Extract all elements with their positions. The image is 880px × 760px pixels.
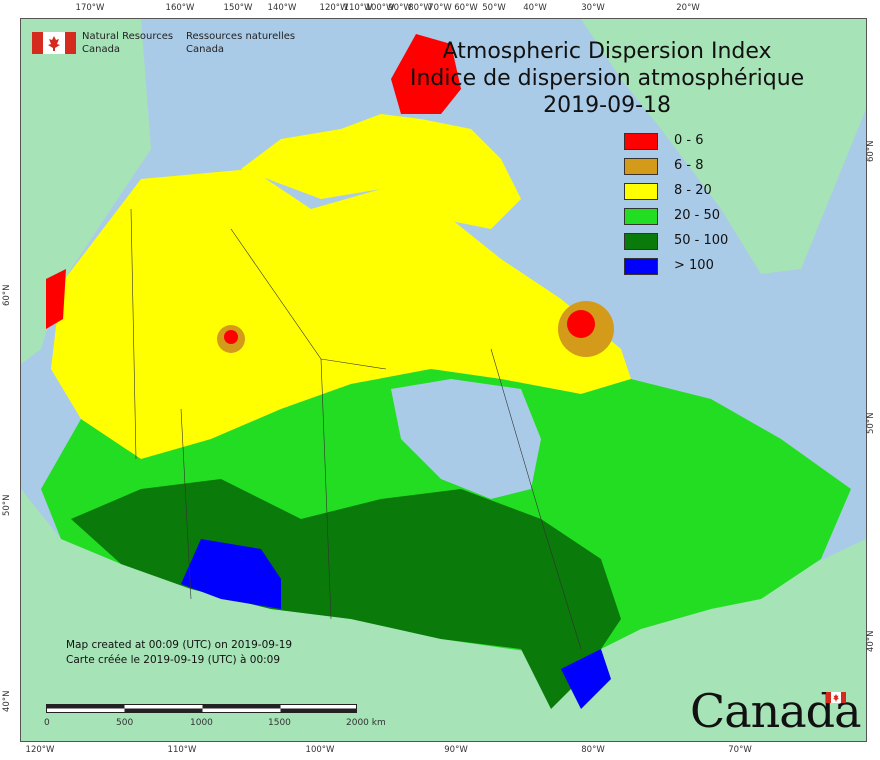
- tick-bottom-2: 100°W: [305, 745, 335, 755]
- map-title: Atmospheric Dispersion Index Indice de d…: [410, 38, 804, 119]
- tick-top-6: 100°W: [365, 3, 395, 13]
- tick-top-13: 30°W: [581, 3, 605, 13]
- tick-left-0: 60°N: [2, 284, 12, 306]
- tick-top-4: 120°W: [319, 3, 349, 13]
- credit-french: Carte créée le 2019-09-19 (UTC) à 00:09: [66, 654, 281, 666]
- tick-bottom-1: 110°W: [167, 745, 197, 755]
- scale-tick-1: 500: [116, 718, 134, 728]
- legend-swatch-5: [624, 258, 658, 275]
- tick-top-9: 70°W: [428, 3, 452, 13]
- tick-bottom-4: 80°W: [581, 745, 605, 755]
- tick-top-2: 150°W: [223, 3, 253, 13]
- scale-tick-4: 2000 km: [346, 718, 386, 728]
- legend-label-1: 6 - 8: [674, 158, 704, 173]
- legend-label-4: 50 - 100: [674, 233, 729, 248]
- canada-darkgreen-zone: [71, 479, 621, 709]
- tick-top-1: 160°W: [165, 3, 195, 13]
- tick-top-14: 20°W: [676, 3, 700, 13]
- prairies-blue-zone: [181, 539, 281, 609]
- scale-bar-graphic: [46, 704, 357, 713]
- tick-top-10: 60°W: [454, 3, 478, 13]
- legend-swatch-0: [624, 133, 658, 150]
- agency-name-en-line2: Canada: [82, 44, 121, 55]
- us-land: [21, 489, 866, 741]
- credit-english: Map created at 00:09 (UTC) on 2019-09-19: [66, 639, 293, 651]
- scale-tick-0: 0: [44, 718, 50, 728]
- map-svg: [21, 19, 866, 741]
- legend-item-1: 6 - 8: [624, 158, 744, 178]
- tick-top-12: 40°W: [523, 3, 547, 13]
- tick-right-0: 60°N: [866, 140, 876, 162]
- legend-item-5: > 100: [624, 258, 744, 278]
- canada-yellow-zone: [51, 169, 631, 459]
- legend-item-2: 8 - 20: [624, 183, 744, 203]
- quebec-red-spot: [567, 310, 595, 338]
- greenland-land: [581, 19, 866, 274]
- legend-item-4: 50 - 100: [624, 233, 744, 253]
- legend-label-0: 0 - 6: [674, 133, 704, 148]
- legend-item-0: 0 - 6: [624, 133, 744, 153]
- tick-left-1: 50°N: [2, 494, 12, 516]
- nwt-red-spot: [224, 330, 238, 344]
- legend-swatch-4: [624, 233, 658, 250]
- title-date: 2019-09-18: [543, 93, 672, 118]
- legend-swatch-3: [624, 208, 658, 225]
- title-french: Indice de dispersion atmosphérique: [410, 66, 805, 91]
- scale-tick-2: 1000: [190, 718, 213, 728]
- agency-name-fr: Ressources naturelles Canada: [186, 30, 326, 56]
- agency-name-en-line1: Natural Resources: [82, 31, 174, 42]
- tick-bottom-0: 120°W: [25, 745, 55, 755]
- tick-top-8: 80°W: [408, 3, 432, 13]
- wordmark-flag-icon: [826, 692, 846, 703]
- ontario-blue-zone: [561, 649, 611, 709]
- legend-swatch-1: [624, 158, 658, 175]
- agency-name-fr-line2: Canada: [186, 44, 225, 55]
- arctic-islands-yellow: [241, 114, 521, 229]
- province-borders: [130, 208, 582, 650]
- tick-top-0: 170°W: [75, 3, 105, 13]
- map-credit: Map created at 00:09 (UTC) on 2019-09-19…: [66, 638, 292, 668]
- tick-top-7: 90°W: [388, 3, 412, 13]
- agency-name-en: Natural Resources Canada: [82, 30, 192, 56]
- map-canvas: [20, 18, 867, 742]
- tick-right-1: 50°N: [866, 412, 876, 434]
- yukon-red-zone: [46, 269, 66, 329]
- agency-name-fr-line1: Ressources naturelles: [186, 31, 296, 42]
- scale-bar: 0 500 1000 1500 2000 km: [44, 704, 386, 734]
- tick-bottom-5: 70°W: [728, 745, 752, 755]
- legend-swatch-2: [624, 183, 658, 200]
- tick-top-3: 140°W: [267, 3, 297, 13]
- legend-label-5: > 100: [674, 258, 714, 273]
- tick-right-2: 40°N: [866, 630, 876, 652]
- canada-flag-icon: [32, 32, 76, 54]
- tick-top-11: 50°W: [482, 3, 506, 13]
- legend-label-2: 8 - 20: [674, 183, 712, 198]
- title-english: Atmospheric Dispersion Index: [442, 39, 772, 64]
- legend-label-3: 20 - 50: [674, 208, 721, 223]
- tick-top-5: 110°W: [343, 3, 373, 13]
- hudson-bay: [391, 379, 541, 499]
- scale-tick-3: 1500: [268, 718, 291, 728]
- tick-left-2: 40°N: [2, 690, 12, 712]
- tick-bottom-3: 90°W: [444, 745, 468, 755]
- ellesmere-red: [391, 34, 461, 114]
- legend-item-3: 20 - 50: [624, 208, 744, 228]
